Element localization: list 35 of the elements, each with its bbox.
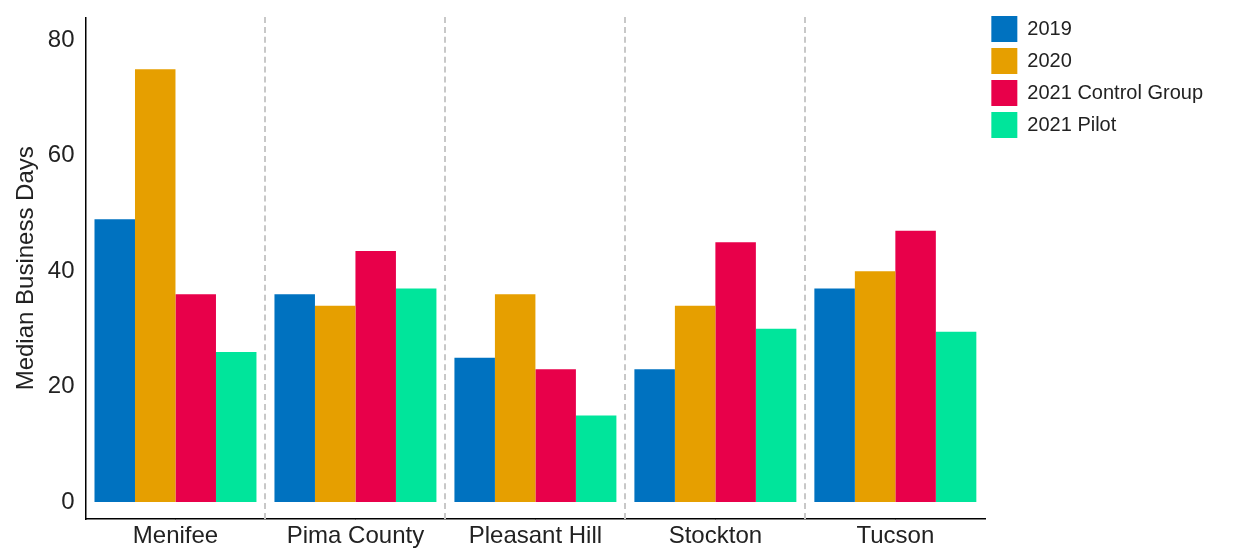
bar bbox=[674, 305, 716, 502]
legend-label: 2021 Pilot bbox=[1027, 112, 1117, 135]
bar bbox=[854, 271, 896, 502]
bar bbox=[634, 369, 675, 502]
y-axis-title: Median Business Days bbox=[11, 146, 39, 391]
bar bbox=[895, 230, 936, 502]
y-tick-label: 20 bbox=[47, 371, 75, 399]
bar bbox=[355, 251, 396, 502]
x-tick-label: Tucson bbox=[856, 521, 935, 549]
y-tick-label: 0 bbox=[61, 486, 75, 514]
bar bbox=[535, 369, 576, 502]
bar bbox=[715, 242, 756, 502]
bar bbox=[454, 357, 495, 502]
bar bbox=[175, 294, 216, 502]
y-tick-label: 60 bbox=[47, 140, 75, 168]
bar bbox=[274, 294, 315, 502]
legend-label: 2019 bbox=[1027, 16, 1072, 39]
bar bbox=[134, 69, 176, 502]
x-tick-label: Menifee bbox=[132, 521, 219, 549]
y-tick-label: 40 bbox=[47, 255, 75, 283]
x-tick-label: Pima County bbox=[286, 521, 425, 549]
bar bbox=[935, 331, 977, 502]
legend-label: 2021 Control Group bbox=[1027, 80, 1204, 103]
x-tick-label: Stockton bbox=[668, 521, 763, 549]
bar bbox=[215, 351, 257, 502]
bar bbox=[575, 415, 617, 502]
bar bbox=[395, 288, 437, 502]
bar bbox=[814, 288, 855, 502]
legend-label: 2020 bbox=[1027, 48, 1072, 71]
bar bbox=[94, 219, 135, 502]
bar bbox=[755, 328, 797, 502]
bar bbox=[494, 294, 536, 502]
x-tick-label: Pleasant Hill bbox=[468, 521, 603, 549]
y-tick-label: 80 bbox=[47, 25, 75, 53]
bar bbox=[314, 305, 356, 502]
